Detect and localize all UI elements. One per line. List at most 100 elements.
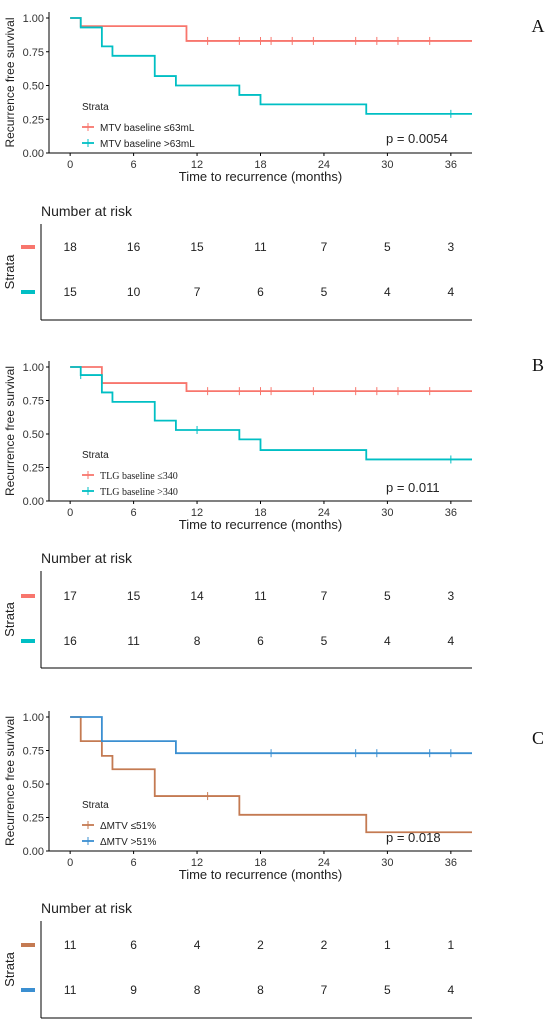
risk-count: 11 <box>64 983 77 997</box>
risk-count: 3 <box>448 589 455 603</box>
x-tick-label: 0 <box>67 507 73 519</box>
legend-label-series-1: TLG baseline ≤340 <box>100 471 178 482</box>
risk-count: 5 <box>321 634 328 648</box>
y-tick-label: 0.75 <box>23 396 44 408</box>
legend-label-series-1: ΔMTV ≤51% <box>100 821 156 832</box>
x-tick-label: 36 <box>445 159 457 171</box>
risk-count: 4 <box>448 634 455 648</box>
risk-table-strata-label: Strata <box>2 254 17 289</box>
risk-count: 5 <box>321 285 328 299</box>
risk-count: 15 <box>127 589 141 603</box>
risk-count: 4 <box>384 634 391 648</box>
risk-table-strata-label: Strata <box>2 951 17 986</box>
risk-row-color-key-2 <box>21 988 35 992</box>
x-axis-title: Time to recurrence (months) <box>179 867 343 882</box>
p-value: p = 0.011 <box>386 480 440 495</box>
risk-count: 5 <box>384 240 391 254</box>
risk-count: 6 <box>257 634 264 648</box>
x-tick-label: 12 <box>191 507 203 519</box>
y-tick-label: 0.50 <box>23 779 44 791</box>
x-axis-title: Time to recurrence (months) <box>179 169 343 184</box>
risk-count: 8 <box>257 983 264 997</box>
risk-count: 4 <box>448 983 455 997</box>
risk-count: 11 <box>254 589 267 603</box>
risk-count: 5 <box>384 589 391 603</box>
panel-letter: B <box>532 355 544 375</box>
x-tick-label: 30 <box>381 857 393 869</box>
risk-count: 8 <box>194 634 201 648</box>
x-tick-label: 24 <box>318 159 330 171</box>
risk-row-color-key-1 <box>21 594 35 598</box>
x-tick-label: 6 <box>131 857 137 869</box>
p-value: p = 0.0054 <box>386 131 448 146</box>
risk-count: 16 <box>63 634 77 648</box>
panel-letter: A <box>532 16 545 36</box>
x-tick-label: 12 <box>191 857 203 869</box>
x-tick-label: 36 <box>445 507 457 519</box>
x-tick-label: 0 <box>67 159 73 171</box>
x-tick-label: 18 <box>254 159 266 171</box>
legend-title: Strata <box>82 102 109 113</box>
risk-count: 6 <box>257 285 264 299</box>
survival-curve-series-2 <box>70 17 472 115</box>
x-tick-label: 36 <box>445 857 457 869</box>
risk-count: 10 <box>127 285 141 299</box>
risk-count: 7 <box>321 589 328 603</box>
risk-count: 5 <box>384 983 391 997</box>
risk-count: 4 <box>448 285 455 299</box>
legend-label-series-2: MTV baseline >63mL <box>100 139 195 150</box>
y-tick-label: 1.00 <box>23 712 44 724</box>
x-tick-label: 18 <box>254 507 266 519</box>
y-tick-label: 0.00 <box>23 846 44 858</box>
survival-curve-series-2 <box>70 716 472 755</box>
y-axis-title: Recurrence free survival <box>3 716 17 846</box>
risk-count: 4 <box>194 938 201 952</box>
y-axis-title: Recurrence free survival <box>3 17 17 147</box>
risk-count: 1 <box>448 938 455 952</box>
x-axis-title: Time to recurrence (months) <box>179 517 343 532</box>
risk-table-strata-label: Strata <box>2 601 17 636</box>
risk-count: 7 <box>194 285 201 299</box>
risk-count: 15 <box>190 240 204 254</box>
risk-count: 14 <box>190 589 204 603</box>
risk-count: 17 <box>63 589 77 603</box>
risk-row-color-key-1 <box>21 943 35 947</box>
x-tick-label: 30 <box>381 159 393 171</box>
y-tick-label: 0.00 <box>23 496 44 508</box>
risk-count: 9 <box>130 983 137 997</box>
y-tick-label: 0.75 <box>23 47 44 59</box>
risk-count: 7 <box>321 240 328 254</box>
y-tick-label: 1.00 <box>23 13 44 25</box>
risk-count: 6 <box>130 938 137 952</box>
legend-title: Strata <box>82 450 109 461</box>
risk-count: 11 <box>254 240 267 254</box>
p-value: p = 0.018 <box>386 830 441 845</box>
panel-letter: C <box>532 728 544 748</box>
y-tick-label: 1.00 <box>23 362 44 374</box>
risk-row-color-key-2 <box>21 639 35 643</box>
y-tick-label: 0.25 <box>23 463 44 475</box>
risk-count: 16 <box>127 240 141 254</box>
legend-label-series-2: ΔMTV >51% <box>100 837 157 848</box>
risk-count: 11 <box>64 938 77 952</box>
risk-table-title: Number at risk <box>41 550 133 566</box>
risk-row-color-key-1 <box>21 245 35 249</box>
risk-count: 2 <box>321 938 328 952</box>
x-tick-label: 24 <box>318 857 330 869</box>
x-tick-label: 6 <box>131 159 137 171</box>
survival-curve-series-1 <box>70 366 472 393</box>
survival-curve-series-1 <box>70 716 472 834</box>
risk-count: 15 <box>63 285 77 299</box>
x-tick-label: 18 <box>254 857 266 869</box>
y-tick-label: 0.50 <box>23 429 44 441</box>
y-tick-label: 0.25 <box>23 114 44 126</box>
y-tick-label: 0.00 <box>23 148 44 160</box>
risk-count: 18 <box>63 240 77 254</box>
x-tick-label: 0 <box>67 857 73 869</box>
risk-count: 3 <box>448 240 455 254</box>
legend-label-series-2: TLG baseline >340 <box>100 487 178 498</box>
y-tick-label: 0.25 <box>23 813 44 825</box>
